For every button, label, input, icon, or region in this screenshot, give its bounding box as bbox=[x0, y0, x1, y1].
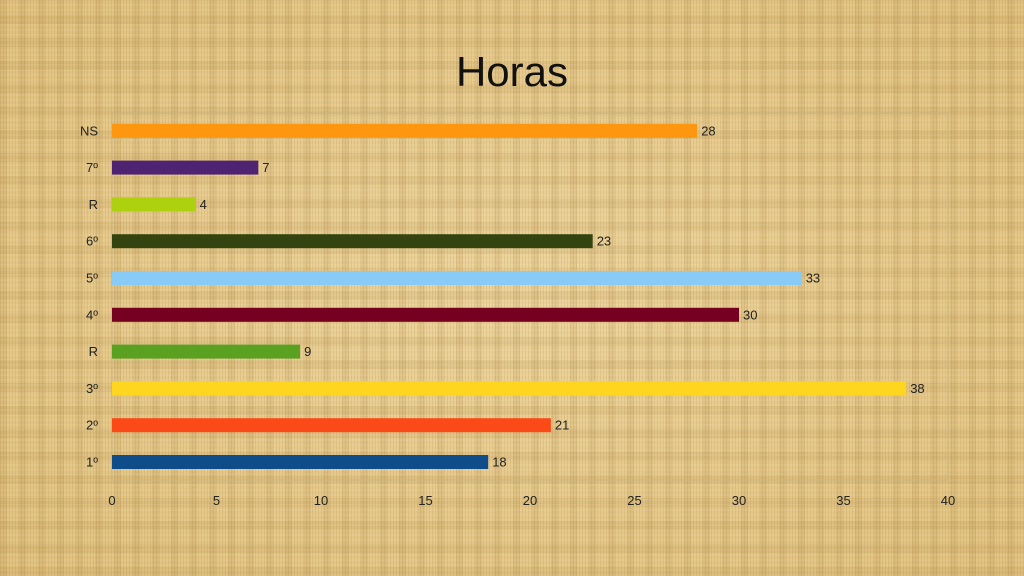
data-label: 21 bbox=[555, 418, 569, 433]
x-tick-label: 5 bbox=[213, 493, 220, 508]
bar bbox=[112, 123, 698, 138]
data-label: 7 bbox=[262, 160, 269, 175]
x-tick-label: 35 bbox=[836, 493, 850, 508]
category-label: 1º bbox=[86, 455, 98, 470]
data-label: 23 bbox=[597, 234, 611, 249]
bar bbox=[112, 455, 489, 469]
x-tick-label: 30 bbox=[732, 493, 746, 508]
data-label: 33 bbox=[806, 271, 820, 286]
category-label: NS bbox=[80, 123, 98, 138]
x-tick-label: 25 bbox=[627, 493, 641, 508]
category-label: R bbox=[89, 197, 98, 212]
chart-title: Horas bbox=[455, 48, 569, 95]
category-label: R bbox=[89, 344, 98, 359]
data-label: 9 bbox=[304, 344, 311, 359]
category-labels: 1º 2º 3º R 4º 5º 6º R 7º NS bbox=[80, 123, 98, 469]
x-tick-label: 40 bbox=[941, 493, 955, 508]
x-axis-tick-labels: 0 5 10 15 20 25 30 35 40 bbox=[108, 493, 955, 508]
bar bbox=[112, 271, 802, 285]
bar bbox=[112, 307, 739, 322]
bar bbox=[112, 344, 301, 359]
category-label: 4º bbox=[86, 307, 98, 322]
bar bbox=[112, 160, 259, 175]
category-label: 6º bbox=[86, 234, 98, 249]
data-label: 30 bbox=[743, 307, 757, 322]
bar-group bbox=[112, 123, 907, 469]
data-label: 38 bbox=[910, 381, 924, 396]
data-label: 18 bbox=[492, 455, 506, 470]
x-tick-label: 15 bbox=[418, 493, 432, 508]
x-tick-label: 20 bbox=[523, 493, 537, 508]
category-label: 3º bbox=[86, 381, 98, 396]
x-tick-label: 10 bbox=[314, 493, 328, 508]
bar bbox=[112, 381, 907, 396]
category-label: 7º bbox=[86, 160, 98, 175]
data-labels: 18 21 38 9 30 33 23 4 7 28 bbox=[200, 123, 925, 469]
category-label: 5º bbox=[86, 271, 98, 286]
bar bbox=[112, 418, 551, 433]
x-tick-label: 0 bbox=[108, 493, 115, 508]
plot-area-border bbox=[111, 112, 949, 481]
bar bbox=[112, 234, 593, 249]
data-label: 4 bbox=[200, 197, 207, 212]
category-label: 2º bbox=[86, 418, 98, 433]
data-label: 28 bbox=[701, 123, 715, 138]
bar bbox=[112, 197, 196, 212]
